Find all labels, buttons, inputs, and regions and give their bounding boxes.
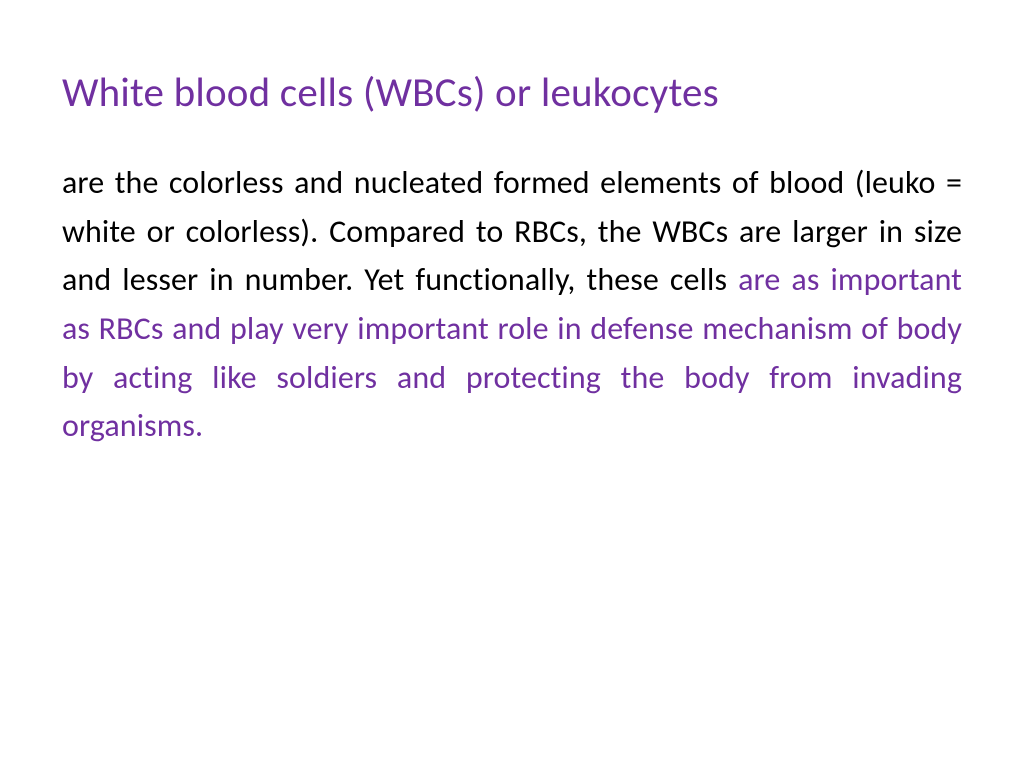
slide: White blood cells (WBCs) or leukocytes a… bbox=[0, 0, 1024, 768]
slide-title: White blood cells (WBCs) or leukocytes bbox=[62, 70, 962, 117]
slide-body: are the colorless and nucleated formed e… bbox=[62, 159, 962, 451]
